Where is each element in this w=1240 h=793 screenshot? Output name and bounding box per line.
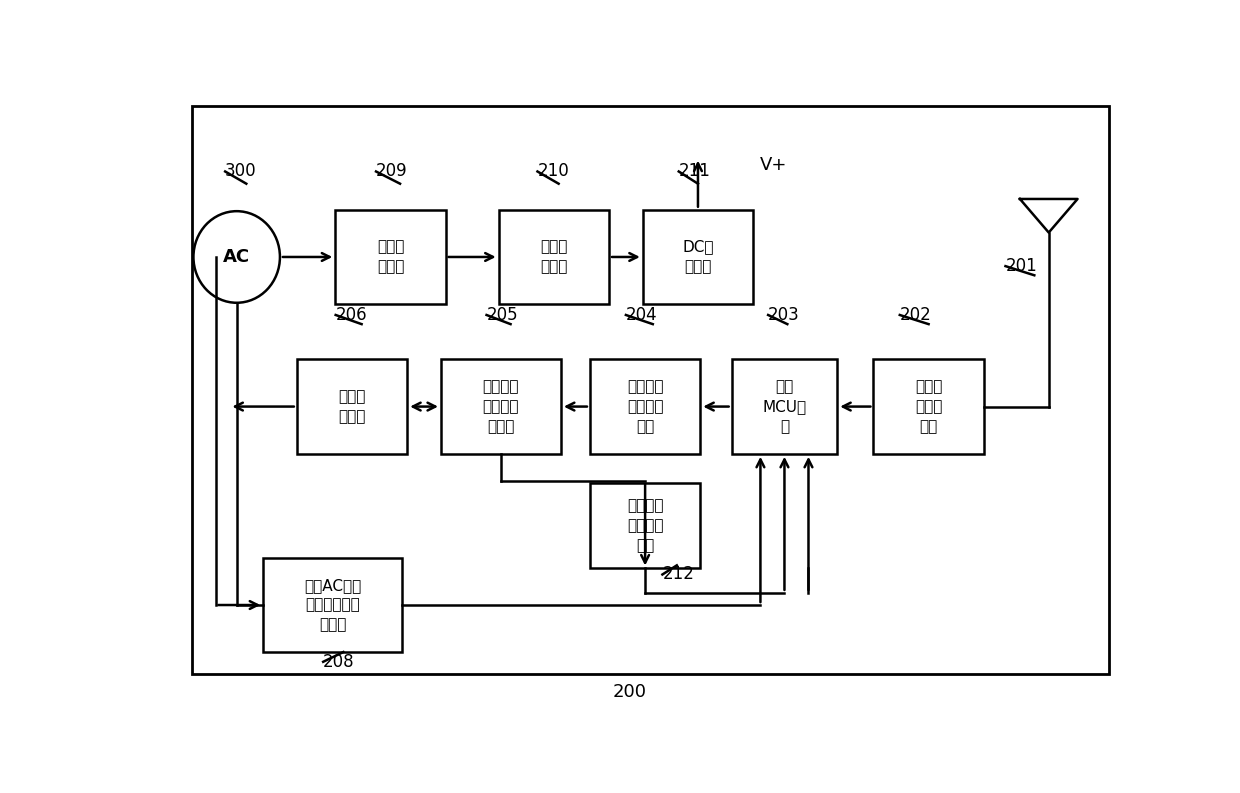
Text: AC: AC xyxy=(223,248,250,266)
Text: 201: 201 xyxy=(1006,257,1037,275)
Bar xyxy=(441,359,560,454)
Bar xyxy=(590,359,701,454)
Bar xyxy=(335,209,445,305)
Text: 高频信
号接收
电路: 高频信 号接收 电路 xyxy=(915,379,942,434)
Bar xyxy=(498,209,609,305)
Text: 204: 204 xyxy=(626,306,657,324)
Text: 电源滤
波电路: 电源滤 波电路 xyxy=(541,239,568,274)
Text: 第一AC电源
电压过零点检
测电路: 第一AC电源 电压过零点检 测电路 xyxy=(304,578,361,632)
Text: 低频载波
接收放大
电路: 低频载波 接收放大 电路 xyxy=(627,498,663,553)
Bar xyxy=(732,359,837,454)
Text: 205: 205 xyxy=(486,306,518,324)
Text: 208: 208 xyxy=(324,653,355,671)
Text: 202: 202 xyxy=(900,306,931,324)
Text: 209: 209 xyxy=(376,163,408,181)
Text: 第一耦
合电路: 第一耦 合电路 xyxy=(339,389,366,424)
Text: 第一低频
载波放大
电路: 第一低频 载波放大 电路 xyxy=(627,379,663,434)
Text: 212: 212 xyxy=(662,565,694,584)
Text: 低频载波
选频及匹
配电路: 低频载波 选频及匹 配电路 xyxy=(482,379,520,434)
Ellipse shape xyxy=(193,211,280,303)
Text: 211: 211 xyxy=(678,163,711,181)
Text: 203: 203 xyxy=(768,306,800,324)
Text: DC稳
压电路: DC稳 压电路 xyxy=(682,239,714,274)
Text: 第一
MCU芯
片: 第一 MCU芯 片 xyxy=(763,379,806,434)
Bar xyxy=(873,359,983,454)
Bar xyxy=(296,359,407,454)
Text: V+: V+ xyxy=(759,156,787,174)
Bar xyxy=(263,557,403,653)
Text: 桥式整
流电路: 桥式整 流电路 xyxy=(377,239,404,274)
Bar xyxy=(642,209,753,305)
Text: 206: 206 xyxy=(336,306,367,324)
Bar xyxy=(590,483,701,569)
Text: 210: 210 xyxy=(537,163,569,181)
Text: 300: 300 xyxy=(226,163,257,181)
Text: 200: 200 xyxy=(613,684,646,701)
